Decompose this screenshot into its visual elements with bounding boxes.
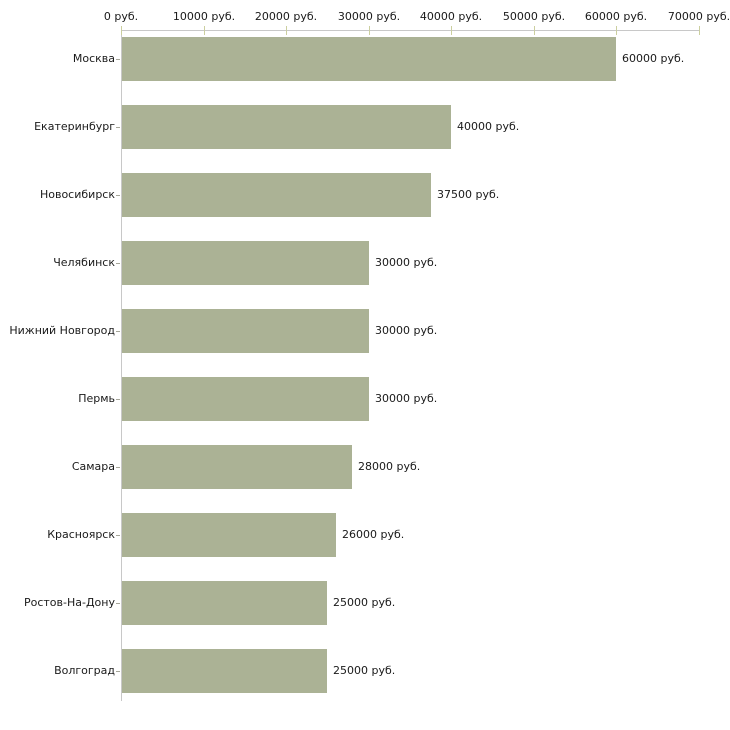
x-tick-label: 30000 руб. [337, 10, 401, 23]
category-tick [116, 331, 120, 332]
value-label: 60000 руб. [622, 52, 685, 65]
x-axis-tick [699, 26, 700, 35]
x-axis-tick [121, 26, 122, 35]
x-axis-tick [534, 26, 535, 35]
category-label: Екатеринбург [34, 120, 115, 133]
value-label: 30000 руб. [375, 392, 438, 405]
category-label: Волгоград [54, 664, 115, 677]
value-label: 25000 руб. [333, 596, 396, 609]
value-label: 26000 руб. [342, 528, 405, 541]
bar [122, 105, 451, 149]
y-axis-line [121, 30, 122, 701]
category-label: Москва [72, 52, 115, 65]
x-axis-tick [369, 26, 370, 35]
category-tick [116, 59, 120, 60]
x-tick-label: 20000 руб. [254, 10, 318, 23]
bar [122, 309, 369, 353]
bar [122, 37, 616, 81]
category-tick [116, 467, 120, 468]
category-tick [116, 127, 120, 128]
value-label: 37500 руб. [437, 188, 500, 201]
x-tick-label: 0 руб. [103, 10, 139, 23]
bar [122, 241, 369, 285]
category-label: Ростов-На-Дону [23, 596, 115, 609]
category-label: Челябинск [53, 256, 115, 269]
x-axis-tick [204, 26, 205, 35]
x-axis-tick [616, 26, 617, 35]
value-label: 30000 руб. [375, 324, 438, 337]
category-tick [116, 195, 120, 196]
bar [122, 581, 327, 625]
value-label: 25000 руб. [333, 664, 396, 677]
value-label: 40000 руб. [457, 120, 520, 133]
category-tick [116, 535, 120, 536]
x-tick-label: 10000 руб. [172, 10, 236, 23]
bar [122, 377, 369, 421]
category-label: Новосибирск [39, 188, 115, 201]
x-axis-line [121, 30, 700, 31]
x-tick-label: 50000 руб. [502, 10, 566, 23]
category-tick [116, 671, 120, 672]
x-axis-tick [451, 26, 452, 35]
category-label: Самара [71, 460, 115, 473]
bar [122, 649, 327, 693]
bar [122, 173, 431, 217]
category-tick [116, 399, 120, 400]
x-tick-label: 70000 руб. [667, 10, 730, 23]
value-label: 28000 руб. [358, 460, 421, 473]
category-tick [116, 263, 120, 264]
x-axis-tick [286, 26, 287, 35]
x-tick-label: 40000 руб. [419, 10, 483, 23]
category-label: Нижний Новгород [9, 324, 115, 337]
category-label: Красноярск [47, 528, 115, 541]
bar [122, 445, 352, 489]
value-label: 30000 руб. [375, 256, 438, 269]
category-label: Пермь [78, 392, 115, 405]
bar [122, 513, 336, 557]
x-tick-label: 60000 руб. [584, 10, 648, 23]
category-tick [116, 603, 120, 604]
